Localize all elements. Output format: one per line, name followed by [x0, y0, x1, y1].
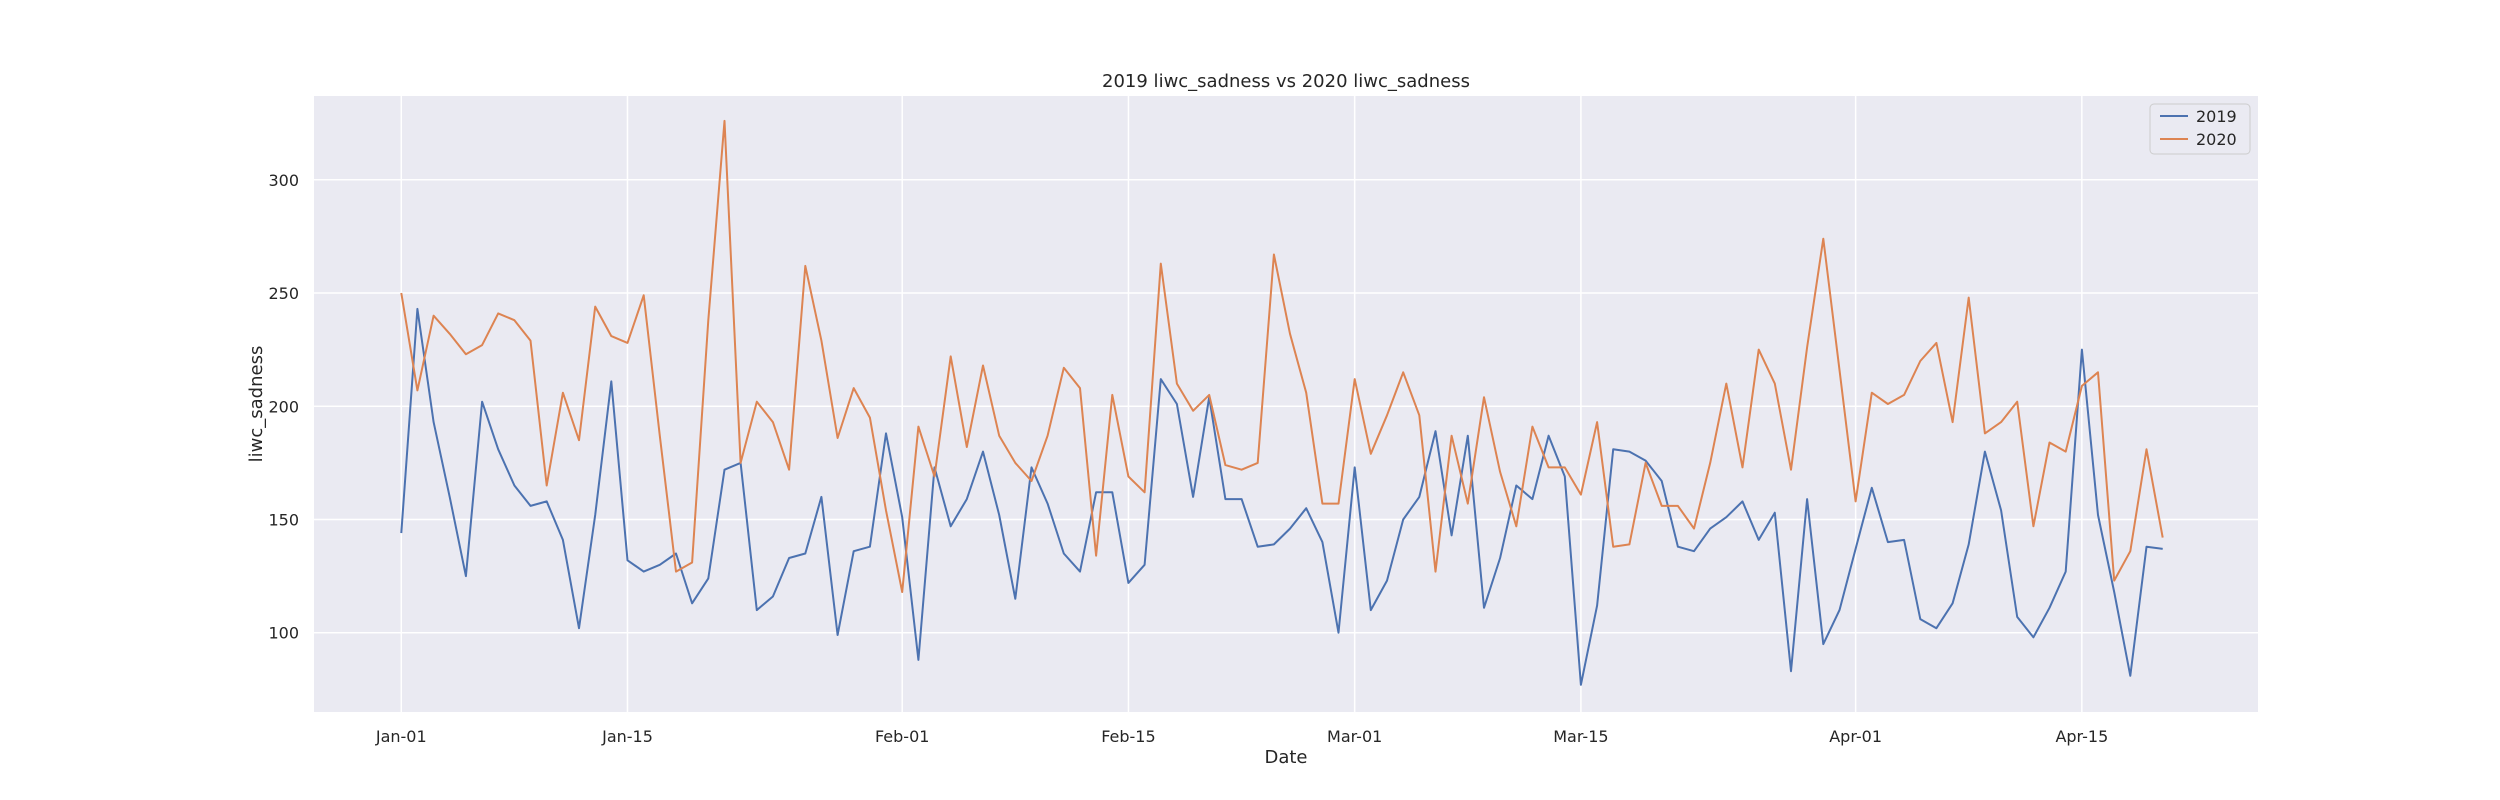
x-tick-label: Mar-15: [1553, 727, 1608, 746]
legend-label-2020: 2020: [2196, 130, 2237, 149]
x-tick-label: Feb-01: [875, 727, 929, 746]
x-tick-label: Mar-01: [1327, 727, 1382, 746]
series-line-2019: [400, 307, 2163, 686]
legend-label-2019: 2019: [2196, 107, 2237, 126]
x-tick-label: Jan-15: [601, 727, 653, 746]
series-line-2020: [400, 119, 2164, 593]
tick-labels: Jan-01 Jan-15 Feb-01 Feb-15 Mar-01 Mar-15 Apr-…: [268, 171, 2108, 746]
y-tick-label: 200: [268, 397, 299, 416]
y-tick-label: 100: [268, 624, 299, 643]
series-group: [400, 119, 2164, 686]
y-tick-label: 250: [268, 284, 299, 303]
y-axis-title: liwc_sadness: [246, 346, 267, 463]
x-axis-title: Date: [1264, 747, 1307, 768]
y-tick-label: 150: [268, 511, 299, 530]
grid: [314, 96, 2258, 712]
plot-area: [314, 96, 2258, 712]
x-tick-label: Jan-01: [375, 727, 427, 746]
y-tick-label: 300: [268, 171, 299, 190]
x-tick-label: Apr-01: [1829, 727, 1882, 746]
x-tick-label: Apr-15: [2055, 727, 2108, 746]
x-tick-label: Feb-15: [1101, 727, 1155, 746]
legend: 2019 2020: [2149, 103, 2251, 155]
chart-title: 2019 liwc_sadness vs 2020 liwc_sadness: [1102, 71, 1470, 92]
